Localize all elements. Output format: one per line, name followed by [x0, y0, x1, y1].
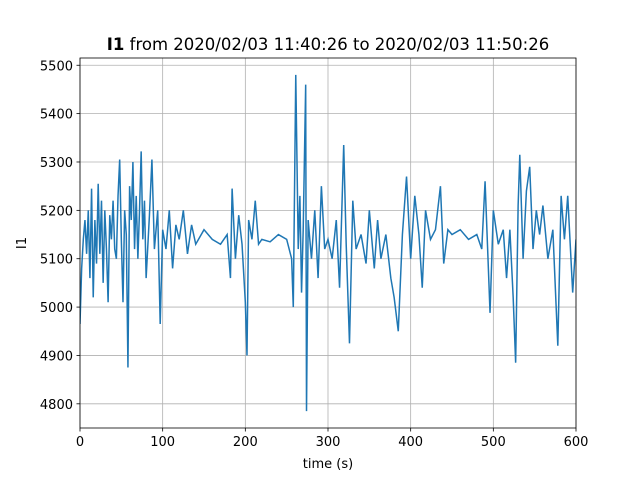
x-tick-label: 100 — [150, 435, 175, 450]
title-bold: I1 — [107, 35, 125, 54]
y-tick-label: 5500 — [40, 59, 73, 74]
y-tick-label: 5000 — [40, 301, 73, 316]
x-tick-label: 500 — [481, 435, 506, 450]
x-tick-label: 300 — [316, 435, 341, 450]
data-line — [80, 74, 576, 412]
title-rest: from 2020/02/03 11:40:26 to 2020/02/03 1… — [124, 35, 549, 54]
y-tick-label: 5200 — [40, 204, 73, 219]
y-axis-label: I1 — [15, 237, 30, 249]
plot-frame — [79, 57, 577, 429]
chart-title: I1 from 2020/02/03 11:40:26 to 2020/02/0… — [107, 35, 549, 54]
y-tick-label: 4900 — [40, 349, 73, 364]
y-tick-label: 4800 — [40, 398, 73, 413]
x-tick-label: 400 — [398, 435, 423, 450]
y-tick-label: 5300 — [40, 156, 73, 171]
x-tick-label: 0 — [76, 435, 84, 450]
y-tick-label: 5400 — [40, 108, 73, 123]
x-tick-label: 200 — [233, 435, 258, 450]
x-axis-label: time (s) — [303, 457, 353, 472]
x-tick-label: 600 — [564, 435, 589, 450]
y-tick-label: 5100 — [40, 253, 73, 268]
